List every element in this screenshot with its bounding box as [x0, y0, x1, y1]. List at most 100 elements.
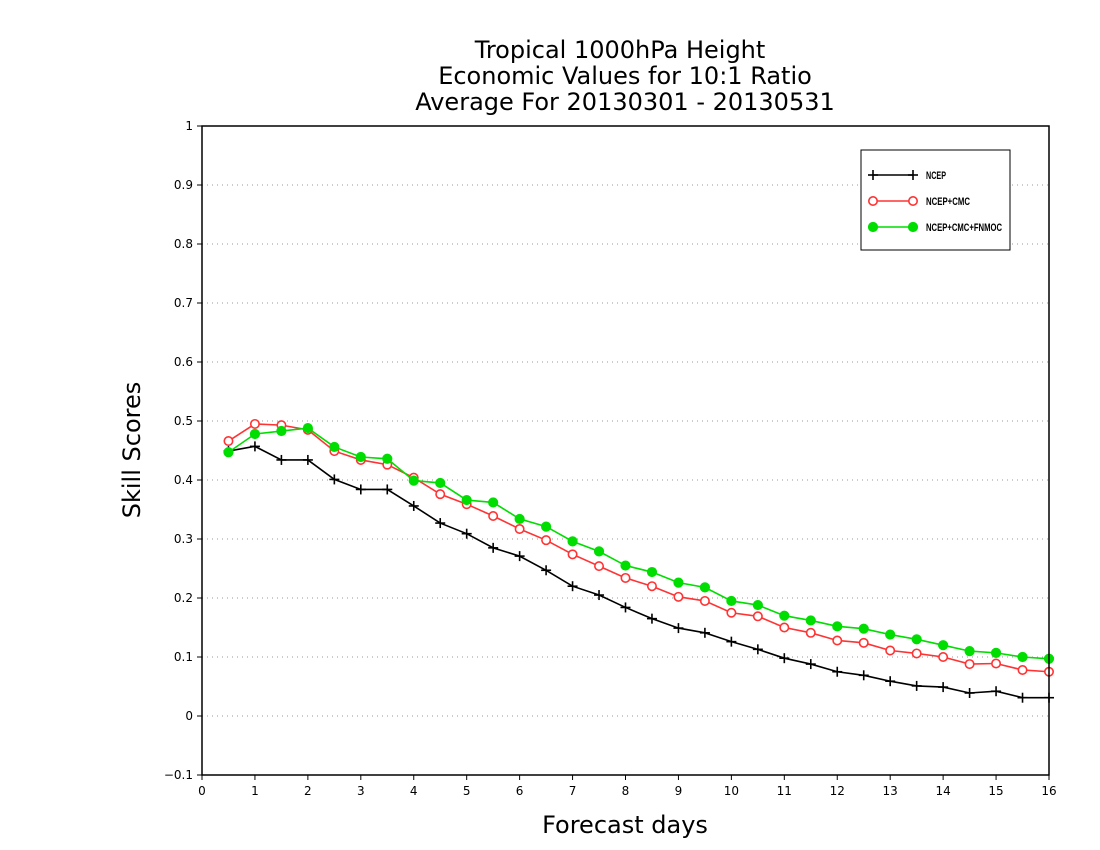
x-tick-label: 15 — [988, 784, 1003, 798]
x-tick-label: 2 — [304, 784, 312, 798]
data-point-ncep — [594, 590, 605, 601]
data-point-ncep-cmc-fnmoc — [435, 477, 446, 489]
data-point-ncep — [991, 686, 1002, 697]
data-point-ncep — [964, 687, 975, 698]
y-tick-label: 0.2 — [174, 591, 193, 605]
data-point-ncep-cmc — [805, 627, 816, 638]
data-point-ncep — [276, 454, 287, 465]
data-point-ncep — [355, 484, 366, 495]
data-point-ncep-cmc-fnmoc — [382, 453, 393, 464]
y-tick-label: 0.6 — [174, 355, 193, 369]
data-point-ncep — [514, 551, 525, 562]
data-point-ncep-cmc — [673, 591, 684, 602]
data-point-ncep-cmc-fnmoc — [620, 560, 631, 571]
legend: NCEP NCEP+CMC NCEP+CMC+FNMOC — [860, 149, 1011, 251]
x-tick-label: 5 — [463, 784, 471, 798]
data-point-ncep-cmc-fnmoc — [461, 494, 472, 506]
x-tick-label: 11 — [777, 784, 792, 798]
data-point-ncep-cmc — [885, 645, 896, 656]
series-ncep-cmc — [223, 418, 1055, 677]
x-tick-label: 0 — [198, 784, 206, 798]
x-tick-label: 16 — [1041, 784, 1056, 798]
series-layer — [223, 418, 1055, 703]
data-point-ncep-cmc-fnmoc — [302, 422, 313, 434]
data-point-ncep-cmc — [594, 561, 605, 572]
legend-item-ncep: NCEP — [868, 170, 946, 182]
chart-title-line-2: Economic Values for 10:1 Ratio — [438, 62, 812, 90]
data-point-ncep — [408, 500, 419, 511]
data-point-ncep — [461, 528, 472, 539]
data-point-ncep-cmc — [991, 658, 1002, 669]
data-point-ncep — [911, 680, 922, 691]
x-tick-label: 1 — [251, 784, 259, 798]
data-point-ncep — [673, 623, 684, 634]
data-point-ncep — [858, 670, 869, 681]
data-point-ncep-cmc-fnmoc — [223, 447, 234, 458]
legend-marker — [907, 221, 919, 233]
data-point-ncep-cmc-fnmoc — [593, 546, 605, 557]
data-point-ncep-cmc-fnmoc — [964, 646, 975, 657]
data-point-ncep-cmc-fnmoc — [911, 634, 922, 645]
data-point-ncep — [699, 627, 710, 638]
data-point-ncep-cmc — [699, 595, 710, 606]
series-line-ncep-cmc — [228, 423, 1050, 673]
data-point-ncep — [488, 542, 499, 553]
series-ncep — [223, 441, 1054, 703]
data-point-ncep — [726, 636, 737, 647]
data-point-ncep-cmc — [646, 581, 657, 592]
data-point-ncep-cmc-fnmoc — [514, 513, 525, 525]
data-point-ncep — [329, 474, 340, 485]
chart-title: Tropical 1000hPa Height Economic Values … — [415, 36, 835, 116]
y-tick-label: 1 — [185, 119, 193, 133]
y-tick-label: 0.4 — [174, 473, 193, 487]
x-tick-label: 12 — [830, 784, 845, 798]
x-axis-ticks: 0 1 2 3 4 5 6 7 8 9 10 11 12 13 14 15 16 — [198, 775, 1057, 798]
data-point-ncep-cmc-fnmoc — [726, 595, 737, 607]
data-point-ncep-cmc — [964, 659, 975, 670]
data-point-ncep-cmc — [911, 648, 922, 659]
data-point-ncep-cmc — [514, 523, 525, 534]
legend-marker — [907, 196, 918, 207]
x-tick-label: 13 — [883, 784, 898, 798]
data-point-ncep — [779, 653, 790, 664]
y-tick-label: −0.1 — [164, 768, 193, 782]
data-point-ncep — [620, 602, 631, 613]
data-point-ncep — [832, 666, 843, 677]
data-point-ncep-cmc — [938, 651, 949, 662]
data-point-ncep-cmc — [858, 637, 869, 648]
legend-item-ncep-cmc-fnmoc: NCEP+CMC+FNMOC — [867, 221, 1002, 234]
data-point-ncep-cmc-fnmoc — [885, 629, 896, 640]
data-point-ncep-cmc-fnmoc — [805, 615, 816, 626]
data-point-ncep-cmc — [620, 572, 631, 583]
legend-label: NCEP+CMC — [926, 196, 970, 208]
data-point-ncep-cmc — [223, 436, 234, 447]
data-point-ncep — [1017, 692, 1028, 703]
chart-title-line-1: Tropical 1000hPa Height — [474, 36, 766, 64]
data-point-ncep-cmc-fnmoc — [779, 610, 790, 621]
data-point-ncep-cmc — [567, 549, 578, 560]
x-tick-label: 9 — [675, 784, 683, 798]
y-tick-label: 0.1 — [174, 650, 193, 664]
data-point-ncep-cmc-fnmoc — [832, 621, 843, 632]
legend-marker — [868, 170, 878, 180]
legend-marker — [867, 196, 878, 207]
data-point-ncep-cmc-fnmoc — [646, 566, 658, 578]
data-point-ncep-cmc-fnmoc — [990, 647, 1002, 658]
x-tick-label: 3 — [357, 784, 365, 798]
legend-marker — [908, 170, 918, 180]
data-point-ncep-cmc-fnmoc — [752, 599, 763, 611]
legend-marker — [867, 221, 879, 233]
data-point-ncep-cmc — [1017, 664, 1028, 675]
data-point-ncep-cmc-fnmoc — [355, 451, 366, 463]
series-line-ncep — [228, 445, 1049, 699]
x-tick-label: 10 — [724, 784, 739, 798]
legend-items: NCEP NCEP+CMC NCEP+CMC+FNMOC — [867, 170, 1002, 234]
y-tick-label: 0.8 — [174, 237, 193, 251]
y-tick-label: 0.5 — [174, 414, 193, 428]
data-point-ncep — [249, 441, 260, 452]
data-point-ncep-cmc — [752, 611, 763, 622]
data-point-ncep — [752, 644, 763, 655]
data-point-ncep — [885, 676, 896, 687]
data-point-ncep-cmc — [488, 510, 499, 521]
data-point-ncep — [567, 581, 578, 592]
